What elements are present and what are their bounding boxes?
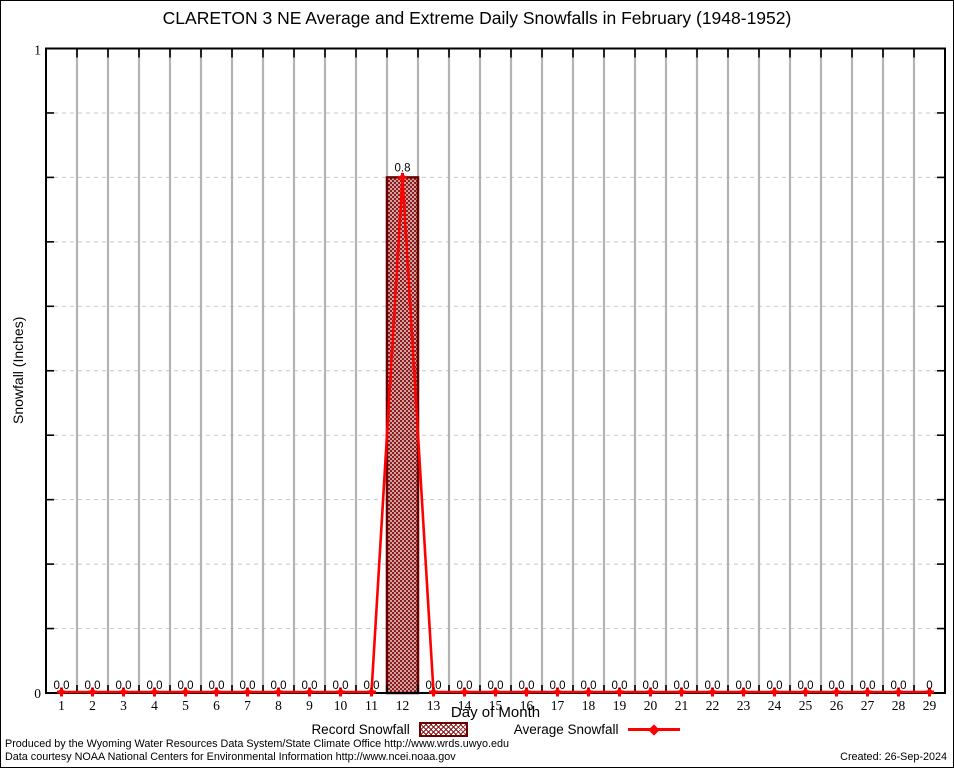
point-value-label: 0.0 xyxy=(891,680,907,692)
average-snowfall-line-sample xyxy=(627,723,680,736)
legend-item-record-snowfall: Record Snowfall xyxy=(311,722,468,737)
x-tick-label: 25 xyxy=(799,698,813,713)
point-value-label: 0.0 xyxy=(643,680,659,692)
x-tick-label: 10 xyxy=(334,698,348,713)
legend-item-average-snowfall: Average Snowfall xyxy=(514,722,680,737)
point-value-label: 0.0 xyxy=(54,680,70,692)
x-tick-label: 18 xyxy=(582,698,596,713)
point-value-label: 0.0 xyxy=(333,680,349,692)
point-value-label: 0.0 xyxy=(798,680,814,692)
x-tick-label: 21 xyxy=(675,698,689,713)
point-value-label: 0.0 xyxy=(736,680,752,692)
chart-legend: Record Snowfall Average Snowfall xyxy=(46,722,945,737)
x-tick-label: 20 xyxy=(644,698,658,713)
point-value-label: 0.0 xyxy=(116,680,132,692)
x-tick-label: 9 xyxy=(306,698,313,713)
x-tick-label: 27 xyxy=(861,698,875,713)
x-tick-label: 11 xyxy=(365,698,378,713)
point-value-label: 0.8 xyxy=(395,162,411,174)
average-snowfall-markers xyxy=(57,172,934,697)
point-value-label: 0.0 xyxy=(426,680,442,692)
x-tick-labels: 1 2 3 4 5 6 7 8 9 10 11 12 13 14 15 16 17 18 19 20 21 22 23 24 2… xyxy=(58,698,936,713)
x-tick-label: 12 xyxy=(396,698,410,713)
point-value-label: 0.0 xyxy=(85,680,101,692)
y-axis-label: Snowfall (Inches) xyxy=(10,316,26,425)
record-snowfall-hatch-swatch xyxy=(418,722,468,737)
point-value-label: 0 xyxy=(926,680,932,692)
legend-record-label: Record Snowfall xyxy=(311,722,410,737)
x-tick-label: 1 xyxy=(58,698,65,713)
x-tick-label: 24 xyxy=(768,698,782,713)
point-value-label: 0.0 xyxy=(581,680,597,692)
x-tick-label: 6 xyxy=(213,698,220,713)
average-snowfall-line xyxy=(61,177,930,694)
point-value-label: 0.0 xyxy=(519,680,535,692)
point-value-label: 0.0 xyxy=(457,680,473,692)
y-tick-label-max: 1 xyxy=(34,43,41,58)
footer-created-date: Created: 26-Sep-2024 xyxy=(840,751,947,763)
record-snowfall-bar xyxy=(385,176,420,695)
x-tick-label: 8 xyxy=(275,698,282,713)
x-tick-label: 7 xyxy=(244,698,251,713)
y-tick-labels: 10 xyxy=(34,43,41,702)
x-tick-label: 15 xyxy=(489,698,503,713)
point-value-label: 0.0 xyxy=(705,680,721,692)
point-value-label: 0.0 xyxy=(612,680,628,692)
x-axis-label: Day of Month xyxy=(450,704,541,721)
point-value-label: 0.0 xyxy=(178,680,194,692)
point-value-label: 0.0 xyxy=(829,680,845,692)
point-value-label: 0.0 xyxy=(674,680,690,692)
average-snowfall-marker-icon xyxy=(647,723,660,736)
footer-produced-by: Produced by the Wyoming Water Resources … xyxy=(5,738,509,750)
x-tick-label: 16 xyxy=(520,698,534,713)
point-value-label: 0.0 xyxy=(302,680,318,692)
x-tick-label: 3 xyxy=(120,698,127,713)
x-tick-label: 2 xyxy=(89,698,96,713)
x-tick-label: 26 xyxy=(830,698,844,713)
x-tick-label: 4 xyxy=(151,698,158,713)
x-tick-label: 14 xyxy=(458,698,472,713)
footer-data-courtesy: Data courtesy NOAA National Centers for … xyxy=(5,751,456,763)
x-tick-label: 13 xyxy=(427,698,441,713)
point-value-label: 0.0 xyxy=(240,680,256,692)
point-value-label: 0.0 xyxy=(767,680,783,692)
vertical-gridlines xyxy=(75,48,916,693)
record-snowfall-bars xyxy=(385,176,420,695)
x-tick-label: 5 xyxy=(182,698,189,713)
x-tick-label: 28 xyxy=(892,698,906,713)
x-tick-label: 29 xyxy=(923,698,937,713)
point-value-label: 0.0 xyxy=(271,680,287,692)
point-value-label: 0.0 xyxy=(147,680,163,692)
x-tick-label: 19 xyxy=(613,698,627,713)
point-value-label: 0.0 xyxy=(860,680,876,692)
point-value-label: 0.0 xyxy=(488,680,504,692)
point-value-label: 0.0 xyxy=(209,680,225,692)
x-tick-label: 23 xyxy=(737,698,751,713)
point-value-label: 0.0 xyxy=(550,680,566,692)
y-tick-label-min: 0 xyxy=(34,686,41,701)
x-tick-label: 17 xyxy=(551,698,565,713)
horizontal-gridlines xyxy=(46,112,945,630)
chart-title: CLARETON 3 NE Average and Extreme Daily … xyxy=(162,8,792,28)
x-tick-label: 22 xyxy=(706,698,720,713)
point-value-label: 0.0 xyxy=(364,680,380,692)
point-value-labels: 0.0 0.0 0.0 0.0 0.0 0.0 0.0 0.0 0.0 0.0 0.0 0.8 0.0 0… xyxy=(54,162,933,692)
legend-average-label: Average Snowfall xyxy=(513,722,619,737)
